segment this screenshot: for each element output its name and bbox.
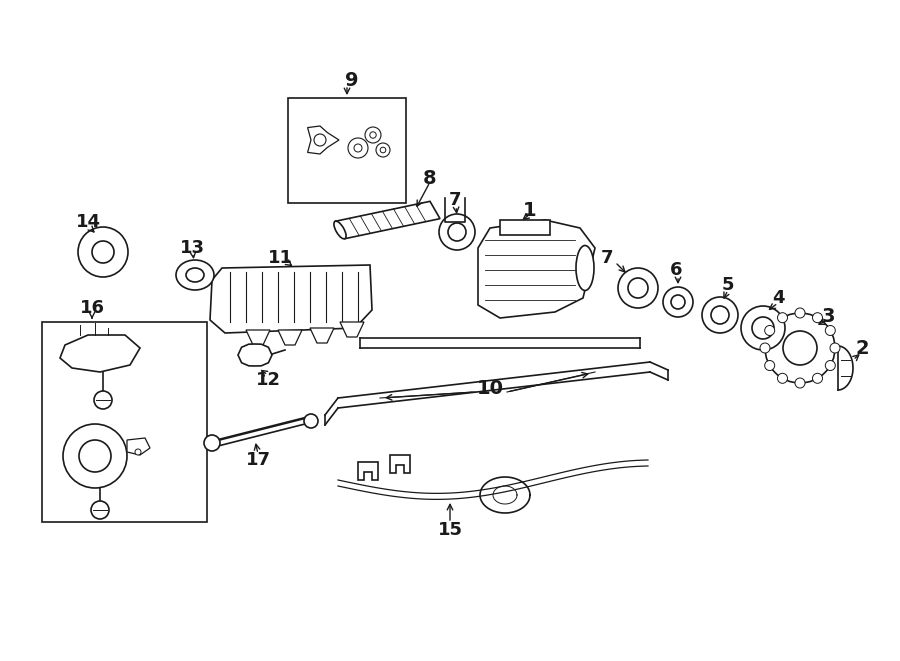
Circle shape: [78, 227, 128, 277]
Polygon shape: [308, 126, 339, 154]
Polygon shape: [210, 265, 372, 333]
Polygon shape: [478, 220, 595, 318]
Bar: [288, 98, 406, 203]
Circle shape: [448, 223, 466, 241]
Ellipse shape: [334, 221, 346, 239]
Polygon shape: [127, 438, 150, 455]
Circle shape: [813, 373, 823, 383]
Text: 3: 3: [821, 307, 835, 325]
Circle shape: [94, 391, 112, 409]
Text: 5: 5: [722, 276, 734, 294]
Circle shape: [752, 317, 774, 339]
Text: 16: 16: [79, 299, 104, 317]
Polygon shape: [238, 344, 272, 366]
Circle shape: [618, 268, 658, 308]
Circle shape: [711, 306, 729, 324]
Circle shape: [702, 297, 738, 333]
Circle shape: [348, 138, 368, 158]
Circle shape: [813, 313, 823, 323]
Circle shape: [63, 424, 127, 488]
Circle shape: [825, 360, 835, 371]
Text: 7: 7: [601, 249, 613, 267]
Text: 9: 9: [346, 71, 359, 89]
Text: 15: 15: [437, 521, 463, 539]
Text: 6: 6: [670, 261, 682, 279]
Circle shape: [795, 378, 805, 388]
Polygon shape: [358, 462, 378, 480]
Circle shape: [354, 144, 362, 152]
Circle shape: [304, 414, 318, 428]
Circle shape: [778, 373, 788, 383]
Circle shape: [765, 325, 775, 336]
Polygon shape: [246, 330, 270, 345]
Text: 14: 14: [76, 213, 101, 231]
Polygon shape: [340, 322, 364, 337]
Circle shape: [778, 313, 788, 323]
Circle shape: [380, 147, 386, 153]
Polygon shape: [310, 328, 334, 343]
Circle shape: [795, 308, 805, 318]
Circle shape: [825, 325, 835, 336]
Text: 8: 8: [423, 169, 436, 188]
Ellipse shape: [176, 260, 214, 290]
Circle shape: [671, 295, 685, 309]
Polygon shape: [335, 202, 440, 239]
Circle shape: [91, 501, 109, 519]
Circle shape: [376, 143, 390, 157]
Text: 10: 10: [476, 379, 503, 397]
Circle shape: [765, 360, 775, 371]
Circle shape: [783, 331, 817, 365]
Text: 17: 17: [246, 451, 271, 469]
Bar: [42, 322, 207, 522]
Circle shape: [92, 241, 114, 263]
Circle shape: [439, 214, 475, 250]
Circle shape: [830, 343, 840, 353]
Polygon shape: [390, 455, 410, 473]
Polygon shape: [278, 330, 302, 345]
Circle shape: [741, 306, 785, 350]
Text: 7: 7: [449, 191, 461, 209]
Text: 11: 11: [267, 249, 293, 267]
Circle shape: [765, 313, 835, 383]
Text: 1: 1: [523, 200, 536, 219]
Circle shape: [370, 132, 376, 138]
Circle shape: [365, 127, 381, 143]
Circle shape: [314, 134, 326, 146]
Ellipse shape: [576, 245, 594, 290]
Ellipse shape: [186, 268, 204, 282]
Text: 12: 12: [256, 371, 281, 389]
Circle shape: [79, 440, 111, 472]
Text: 13: 13: [179, 239, 204, 257]
Text: 2: 2: [855, 338, 868, 358]
Text: 4: 4: [772, 289, 784, 307]
Circle shape: [204, 435, 220, 451]
Circle shape: [760, 343, 770, 353]
Bar: [500, 220, 550, 235]
Circle shape: [628, 278, 648, 298]
Circle shape: [663, 287, 693, 317]
Circle shape: [135, 449, 141, 455]
Polygon shape: [60, 335, 140, 372]
